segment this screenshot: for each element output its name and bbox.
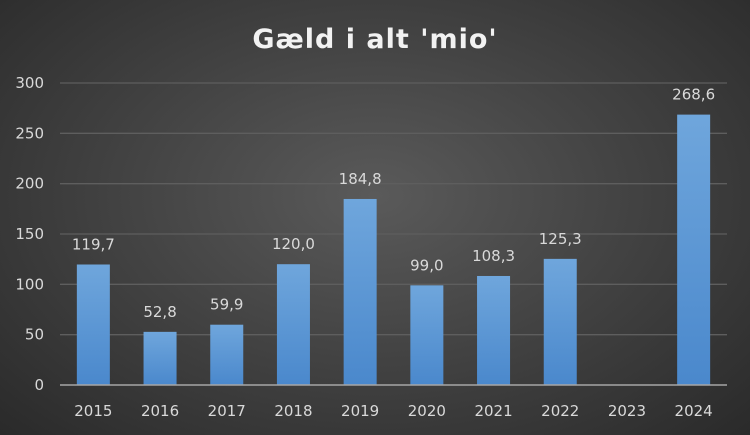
data-label-2024: 268,6: [672, 86, 715, 104]
x-tick-label: 2024: [675, 402, 713, 420]
bar-2022: [543, 258, 577, 385]
bar-2024: [677, 114, 711, 385]
x-tick-label: 2022: [541, 402, 579, 420]
y-tick-label: 0: [34, 376, 44, 394]
y-tick-label: 200: [15, 175, 44, 193]
bar-2017: [210, 324, 244, 385]
chart-title: Gæld i alt 'mio': [252, 24, 497, 55]
y-tick-label: 100: [15, 275, 44, 293]
x-tick-label: 2023: [608, 402, 646, 420]
bar-2015: [76, 264, 110, 385]
data-label-2022: 125,3: [539, 230, 582, 248]
bar-2016: [143, 331, 177, 385]
bar-2020: [410, 285, 444, 385]
x-tick-label: 2016: [141, 402, 179, 420]
data-label-2019: 184,8: [339, 170, 382, 188]
data-label-2018: 120,0: [272, 235, 315, 253]
data-label-2016: 52,8: [143, 303, 176, 321]
x-tick-label: 2019: [341, 402, 379, 420]
data-label-2015: 119,7: [72, 236, 115, 254]
x-tick-label: 2017: [208, 402, 246, 420]
data-label-2017: 59,9: [210, 296, 243, 314]
data-label-2020: 99,0: [410, 256, 443, 274]
x-tick-label: 2020: [408, 402, 446, 420]
x-tick-label: 2018: [274, 402, 312, 420]
data-label-2021: 108,3: [472, 247, 515, 265]
x-tick-label: 2015: [74, 402, 112, 420]
x-tick-label: 2021: [474, 402, 512, 420]
y-tick-label: 150: [15, 225, 44, 243]
bar-2018: [276, 264, 310, 385]
bar-2021: [477, 275, 511, 385]
y-tick-label: 50: [25, 326, 44, 344]
y-tick-label: 300: [15, 74, 44, 92]
y-tick-label: 250: [15, 124, 44, 142]
bar-2019: [343, 198, 377, 385]
